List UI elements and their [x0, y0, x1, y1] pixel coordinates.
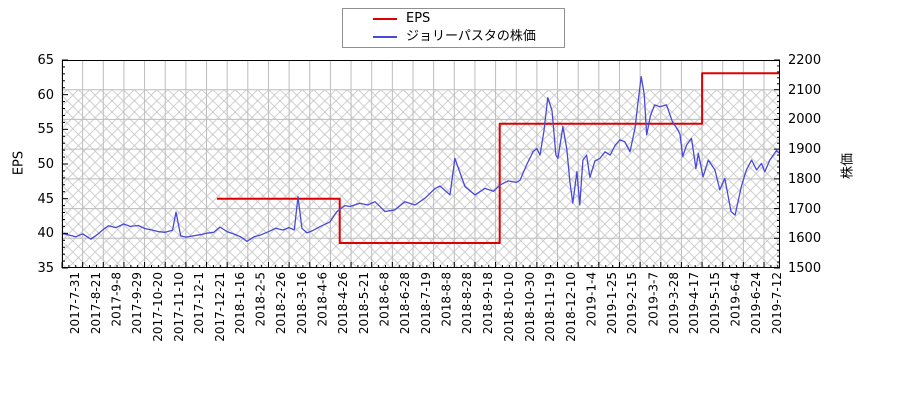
right-tick-label: 1700: [788, 201, 822, 217]
x-tick-label: 2019-3-28: [666, 272, 681, 335]
x-tick-label: 2017-8-21: [88, 272, 103, 335]
x-tick-label: 2017-10-20: [150, 272, 165, 342]
right-tick-label: 2100: [788, 82, 822, 98]
x-tick-label: 2018-6-8: [377, 272, 392, 327]
x-tick-label: 2017-7-31: [68, 272, 82, 335]
left-tick-label: 65: [37, 53, 54, 68]
stock-price-line: [61, 75, 781, 242]
legend-label-stock-price: ジョリーパスタの株価: [406, 29, 536, 44]
x-tick-label: 2018-5-21: [357, 272, 372, 335]
right-tick-label: 2200: [788, 53, 822, 68]
x-tick-label: 2019-2-15: [625, 272, 640, 335]
left-tick-label: 35: [37, 261, 54, 276]
x-tick-label: 2019-1-4: [584, 272, 599, 327]
x-tick-label: 2017-12-1: [191, 272, 206, 335]
x-tick-label: 2018-12-10: [563, 272, 578, 342]
left-tick-label: 60: [37, 87, 54, 103]
right-tick-label: 1500: [788, 261, 822, 276]
x-tick-label: 2018-8-28: [460, 272, 475, 335]
right-tick-label: 1600: [788, 231, 822, 247]
x-tick-label: 2019-6-4: [728, 272, 743, 327]
x-tick-label: 2018-2-5: [253, 272, 268, 327]
right-axis-title: 株価: [840, 152, 856, 180]
x-tick-label: 2017-11-10: [171, 272, 186, 342]
x-tick-label: 2019-4-17: [687, 272, 702, 335]
left-tick-label: 55: [37, 122, 54, 138]
legend-item-eps: EPS: [343, 10, 564, 28]
legend-line-eps-icon: [373, 18, 397, 20]
x-tick-label: 2018-7-19: [419, 272, 433, 335]
left-tick-label: 45: [37, 191, 54, 207]
eps-line: [216, 72, 780, 244]
x-tick-label: 2019-5-15: [708, 272, 723, 335]
x-tick-label: 2019-1-25: [604, 272, 619, 335]
x-tick-label: 2017-9-29: [129, 272, 144, 335]
legend: EPS ジョリーパスタの株価: [342, 8, 565, 48]
x-tick-label: 2019-3-7: [646, 272, 661, 327]
x-tick-label: 2017-9-8: [109, 272, 124, 327]
legend-label-eps: EPS: [406, 11, 431, 26]
x-tick-label: 2018-10-10: [501, 272, 516, 342]
left-tick-label: 40: [37, 226, 54, 242]
x-tick-label: 2018-6-28: [398, 272, 413, 335]
x-tick-label: 2019-6-24: [749, 272, 764, 335]
x-tick-label: 2018-11-19: [542, 272, 557, 342]
x-tick-label: 2018-8-8: [439, 272, 454, 327]
right-tick-label: 2000: [788, 112, 822, 128]
legend-item-stock-price: ジョリーパスタの株価: [343, 28, 564, 46]
legend-line-stock-price-icon: [373, 36, 397, 38]
x-tick-label: 2018-4-26: [336, 272, 351, 335]
x-tick-label: 2019-7-12: [770, 272, 784, 335]
left-tick-label: 50: [37, 157, 54, 172]
x-tick-label: 2018-9-18: [480, 272, 495, 335]
x-tick-label: 2018-10-30: [522, 272, 537, 342]
x-tick-label: 2018-3-16: [295, 272, 310, 335]
right-tick-label: 1900: [788, 142, 822, 158]
x-tick-label: 2017-12-21: [212, 272, 227, 342]
x-tick-label: 2018-1-16: [233, 272, 248, 335]
right-tick-label: 1800: [788, 171, 822, 187]
x-tick-label: 2018-4-6: [315, 272, 330, 327]
x-tick-label: 2018-2-26: [274, 272, 289, 335]
